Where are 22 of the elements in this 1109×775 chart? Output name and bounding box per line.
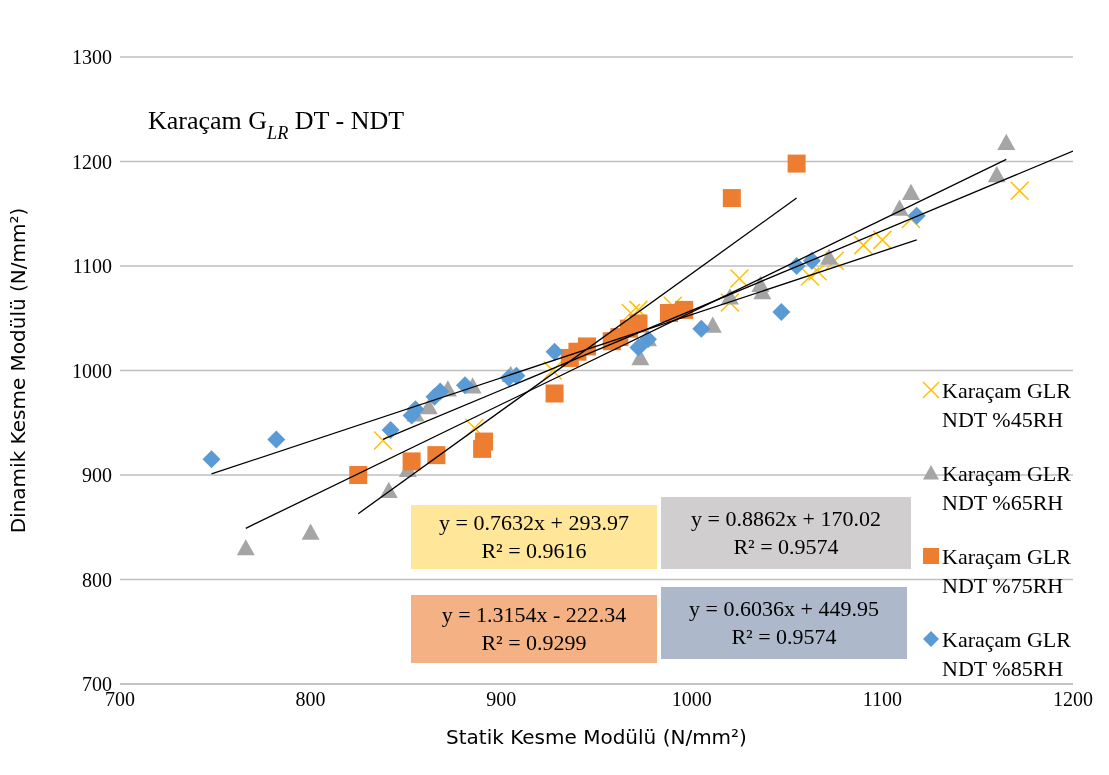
- y-tick-label: 1000: [72, 359, 112, 382]
- legend-label: Karaçam GLR NDT %75RH: [942, 543, 1072, 600]
- annotation: y = 0.8862x + 170.02 R² = 0.9574: [661, 497, 911, 569]
- y-axis-title: Dinamik Kesme Modülü (N/mm²): [6, 207, 31, 534]
- annotation: y = 0.7632x + 293.97 R² = 0.9616: [411, 505, 657, 569]
- x-axis-title: Statik Kesme Modülü (N/mm²): [446, 725, 747, 749]
- x-tick-label: 1200: [1053, 688, 1093, 711]
- y-tick-label: 800: [82, 568, 112, 591]
- y-tick-label: 1100: [72, 255, 112, 278]
- text: Karaçam G$_{LR}$ DT - NDT: [148, 106, 405, 143]
- annotation: y = 0.6036x + 449.95 R² = 0.9574: [661, 587, 907, 659]
- y-tick-label: 900: [82, 464, 112, 487]
- legend-label: Karaçam GLR NDT %65RH: [942, 460, 1072, 517]
- legend-label: Karaçam GLR NDT %45RH: [942, 377, 1072, 434]
- annotation: y = 1.3154x - 222.34 R² = 0.9299: [411, 595, 657, 663]
- x-tick-label: 1100: [862, 688, 903, 711]
- y-tick-label: 1300: [72, 46, 112, 69]
- legend-label: Karaçam GLR NDT %85RH: [942, 626, 1072, 683]
- x-tick-label: 1000: [671, 688, 712, 711]
- x-tick-label: 800: [295, 688, 326, 711]
- y-tick-label: 1200: [72, 150, 112, 173]
- x-tick-label: 900: [486, 688, 517, 711]
